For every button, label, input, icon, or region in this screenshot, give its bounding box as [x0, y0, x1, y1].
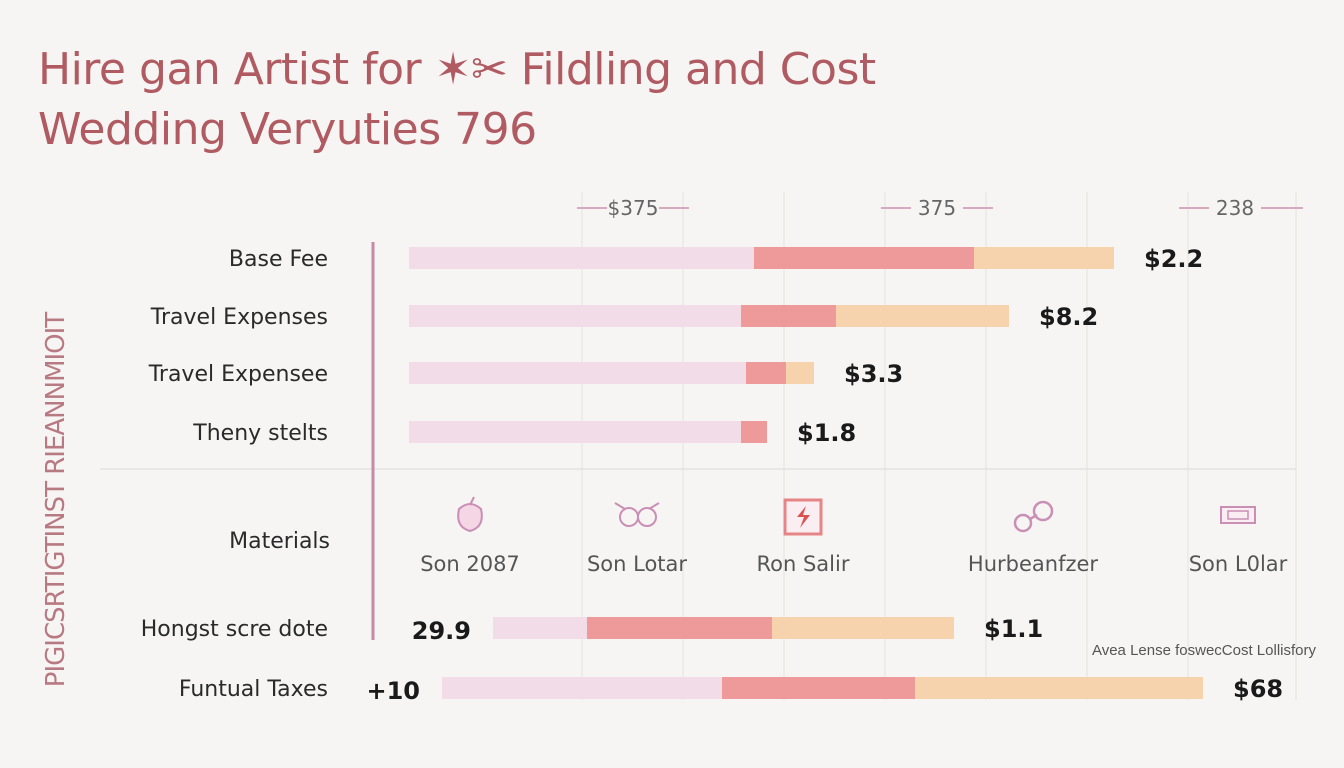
- value-label-0: $2.2: [1144, 245, 1203, 273]
- bar-segment-5-2: [915, 677, 1203, 699]
- value-label-2: $3.3: [844, 360, 903, 388]
- material-label-2: Ron Salir: [757, 552, 850, 576]
- rings-icon: [614, 502, 660, 527]
- chart-title: Hire gan Artist for ✶✂ Fildling and Cost…: [38, 40, 876, 160]
- tray-icon: [1220, 506, 1256, 524]
- value-label-3: $1.8: [797, 419, 856, 447]
- category-label-1: Travel Expenses: [150, 305, 328, 330]
- category-label-3: Theny stelts: [192, 421, 328, 446]
- bar-segment-3-0: [409, 421, 741, 443]
- apple-icon: [457, 496, 483, 533]
- left-label-4: 29.9: [412, 617, 471, 645]
- value-label-4: $1.1: [984, 615, 1043, 643]
- bar-segment-3-1: [741, 421, 767, 443]
- chart-title-line-2: Wedding Veryuties 796: [38, 104, 537, 155]
- bar-segment-2-2: [786, 362, 814, 384]
- bar-segment-4-1: [587, 617, 772, 639]
- left-label-5: +10: [366, 677, 420, 705]
- value-label-5: $68: [1233, 675, 1283, 703]
- top-tick-label-2: 238: [1216, 196, 1254, 220]
- bar-segment-2-0: [409, 362, 746, 384]
- top-tick-label-0: $375: [608, 196, 659, 220]
- footnote: Avea Lense foswecCost Lollisfory: [1091, 642, 1316, 659]
- bar-segment-4-0: [493, 617, 587, 639]
- material-label-3: Hurbeanfzer: [968, 552, 1098, 576]
- bar-segment-0-2: [974, 247, 1114, 269]
- material-label-1: Son Lotar: [587, 552, 687, 576]
- bar-segment-1-0: [409, 305, 741, 327]
- category-label-2: Travel Expensee: [148, 362, 328, 387]
- category-label-materials: Materials: [229, 529, 330, 554]
- chain-icon: [1013, 500, 1054, 533]
- category-label-0: Base Fee: [229, 247, 328, 272]
- lightning-frame-icon: [783, 498, 823, 536]
- category-label-5: Funtual Taxes: [179, 677, 328, 702]
- bar-segment-4-2: [772, 617, 954, 639]
- category-label-4: Hongst scre dote: [141, 617, 328, 642]
- top-tick-label-1: 375: [918, 196, 956, 220]
- bar-segment-5-0: [442, 677, 722, 699]
- value-label-1: $8.2: [1039, 303, 1098, 331]
- material-label-4: Son L0lar: [1189, 552, 1288, 576]
- material-label-0: Son 2087: [420, 552, 520, 576]
- bar-segment-5-1: [722, 677, 915, 699]
- bar-segment-0-0: [409, 247, 754, 269]
- bar-segment-2-1: [746, 362, 786, 384]
- bar-segment-1-1: [741, 305, 836, 327]
- chart-title-line-1: Hire gan Artist for ✶✂ Fildling and Cost: [38, 44, 876, 95]
- bar-segment-0-1: [754, 247, 974, 269]
- bar-segment-1-2: [836, 305, 1009, 327]
